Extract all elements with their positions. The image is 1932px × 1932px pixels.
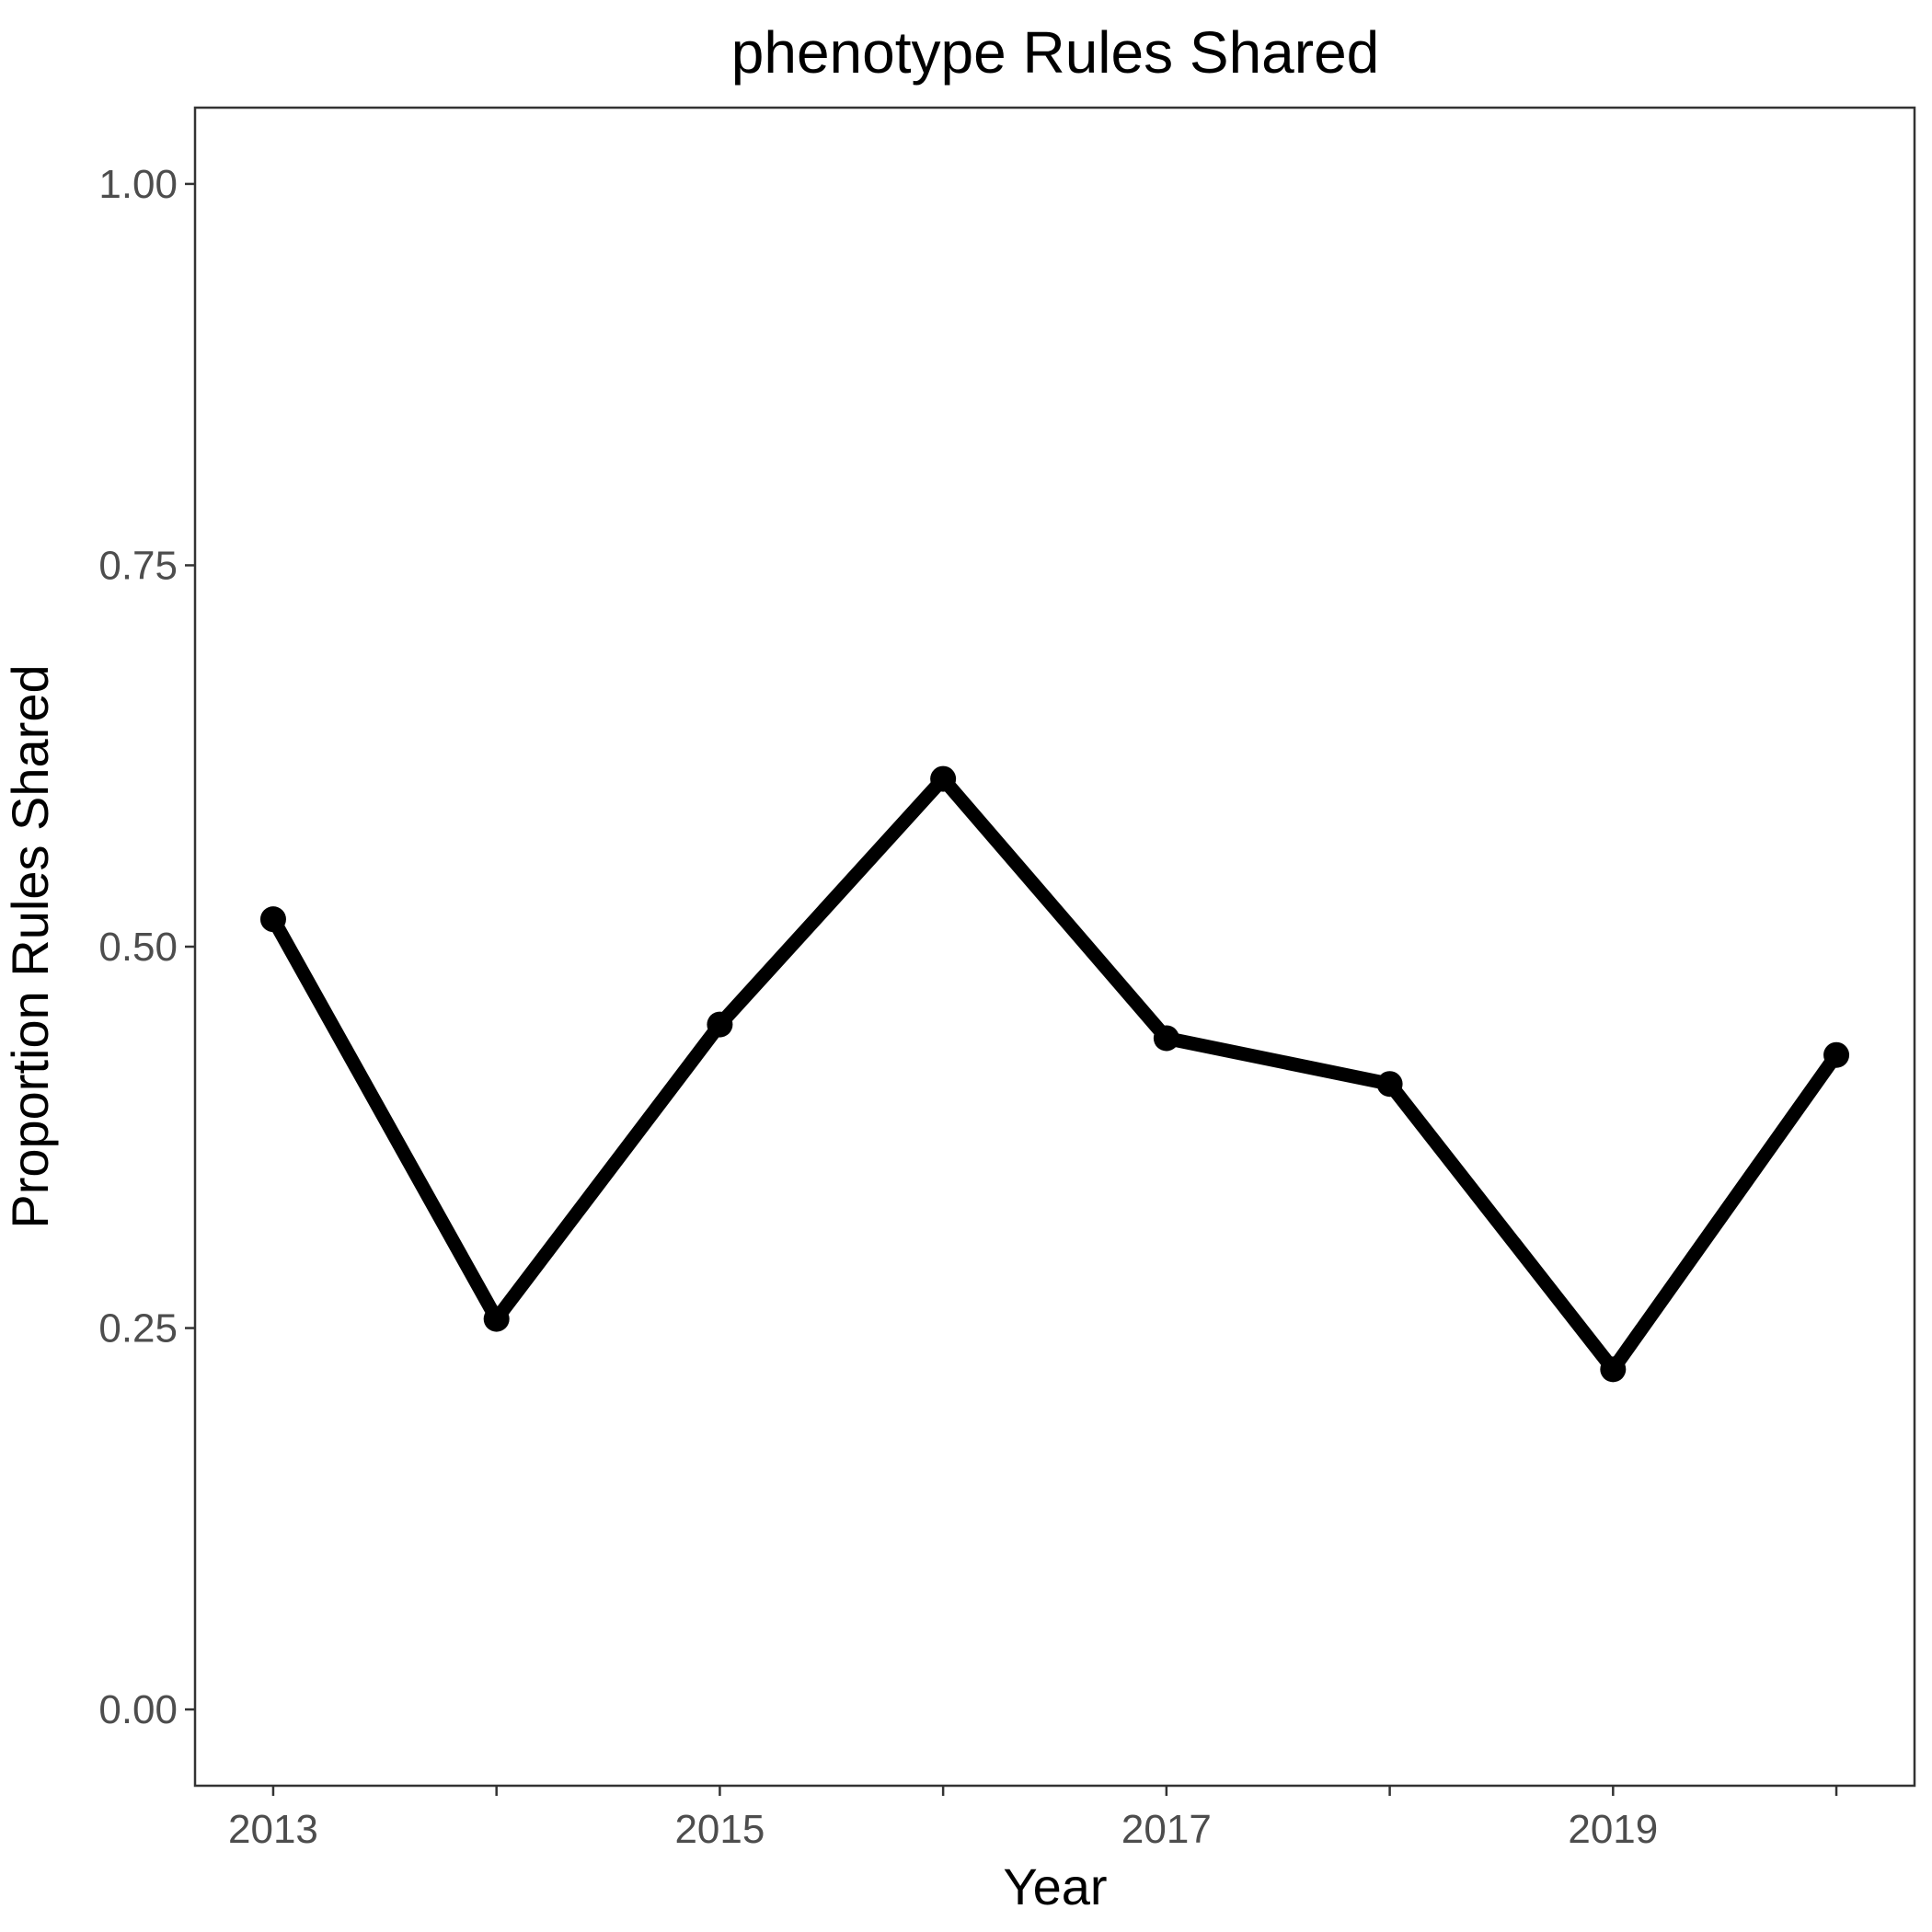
x-axis: 2013 2015 2017 2019 <box>228 1786 1838 1852</box>
x-axis-title: Year <box>1003 1857 1107 1915</box>
data-point <box>259 906 286 933</box>
x-tick-label: 2017 <box>1121 1807 1212 1852</box>
x-tick-label: 2013 <box>228 1807 318 1852</box>
y-axis: 0.00 0.25 0.50 0.75 1.00 <box>98 162 195 1732</box>
data-point <box>707 1011 733 1038</box>
data-point <box>1823 1041 1850 1068</box>
y-tick-label: 0.50 <box>98 925 178 970</box>
data-point <box>1153 1025 1179 1052</box>
data-point <box>1376 1071 1403 1098</box>
data-point <box>930 765 957 792</box>
y-tick-label: 0.75 <box>98 543 178 588</box>
data-point <box>1600 1356 1627 1383</box>
y-tick-label: 0.00 <box>98 1687 178 1732</box>
x-tick-label: 2015 <box>674 1807 765 1852</box>
x-tick-label: 2019 <box>1568 1807 1658 1852</box>
y-tick-label: 1.00 <box>98 162 178 207</box>
chart-title: phenotype Rules Shared <box>731 19 1380 86</box>
y-axis-title: Proportion Rules Shared <box>1 664 59 1228</box>
series-line <box>267 772 1843 1376</box>
data-point <box>483 1305 510 1332</box>
y-tick-label: 0.25 <box>98 1306 178 1351</box>
series-layer <box>259 765 1850 1383</box>
